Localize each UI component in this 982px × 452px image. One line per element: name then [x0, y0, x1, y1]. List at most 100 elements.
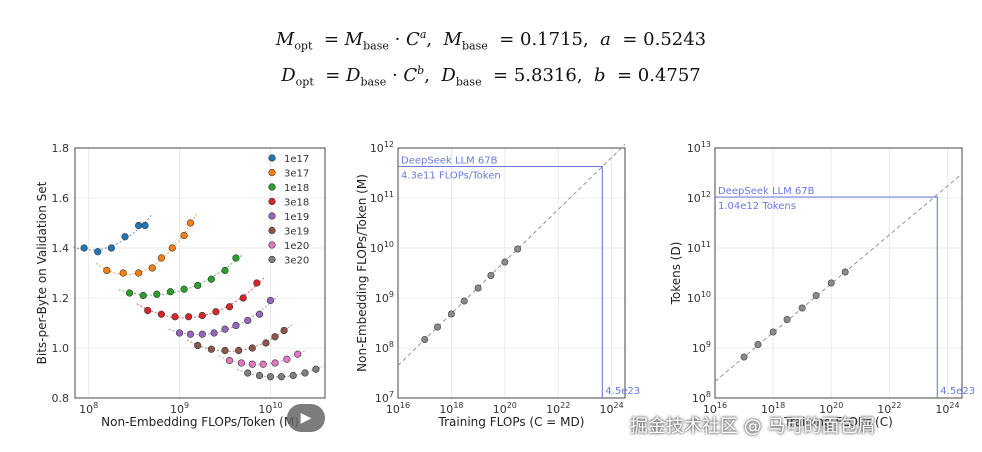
x-tick-label: 1016 — [703, 401, 727, 416]
x-tick-label: 1024 — [935, 401, 959, 416]
y-tick-label: 1013 — [687, 140, 711, 155]
data-point-3e18 — [144, 306, 152, 315]
data-point-3e17 — [180, 231, 188, 240]
data-point — [460, 297, 468, 305]
data-point-3e20 — [244, 369, 252, 377]
data-point — [474, 284, 482, 292]
data-point — [501, 258, 509, 266]
data-point-1e19 — [232, 321, 240, 330]
data-point-3e20 — [277, 373, 285, 381]
data-point-1e19 — [255, 310, 264, 318]
data-point-1e19 — [244, 316, 252, 325]
data-point-1e20 — [237, 359, 245, 367]
formula-m-opt: Mopt = Mbase · Ca, Mbase = 0.1715, a = 0… — [275, 28, 707, 53]
data-point — [487, 271, 495, 279]
data-point-3e17 — [168, 244, 176, 252]
data-point-3e18 — [212, 308, 220, 316]
y-tick-label: 109 — [375, 290, 394, 305]
data-point-1e20 — [283, 355, 291, 363]
data-point-1e18 — [180, 285, 188, 293]
y-tick-label: 109 — [692, 340, 711, 355]
data-point-1e19 — [198, 330, 206, 338]
data-point-3e19 — [207, 345, 215, 353]
data-point-1e17 — [141, 221, 149, 230]
legend-marker-1e20 — [268, 241, 276, 249]
data-point-3e20 — [255, 371, 264, 380]
data-point-3e18 — [198, 311, 206, 320]
data-point-3e18 — [171, 313, 179, 321]
data-point-1e19 — [186, 330, 195, 338]
data-point-3e20 — [301, 369, 309, 377]
data-point-1e19 — [221, 325, 229, 333]
data-point-1e19 — [210, 329, 218, 337]
data-point-1e18 — [207, 275, 215, 283]
y-tick-label: 1.8 — [52, 142, 70, 155]
legend-marker-3e18 — [268, 197, 276, 206]
legend-label-3e17: 3e17 — [284, 169, 309, 180]
data-point-3e19 — [194, 341, 202, 350]
legend-label-1e19: 1e19 — [284, 212, 309, 223]
legend-marker-1e18 — [268, 183, 276, 191]
data-point-1e17 — [121, 233, 129, 241]
data-point — [754, 340, 762, 348]
x-tick-label: 1010 — [258, 401, 282, 416]
legend-marker-3e17 — [268, 168, 276, 177]
data-point-3e17 — [186, 219, 195, 227]
data-point-1e19 — [266, 296, 275, 305]
x-axis-label: Training FLOPs (C) — [783, 415, 893, 429]
data-point-1e19 — [175, 329, 184, 337]
data-point — [421, 335, 429, 343]
data-point — [740, 353, 748, 361]
x-tick-label: 1016 — [386, 401, 410, 416]
data-point-1e20 — [259, 360, 267, 368]
data-point-3e20 — [266, 373, 275, 381]
plot-frame — [74, 147, 326, 399]
data-point-3e19 — [271, 333, 279, 341]
annotation-title: DeepSeek LLM 67B — [718, 186, 815, 197]
plot-frame — [397, 147, 626, 399]
x-tick-label: 1022 — [546, 401, 570, 416]
data-point-1e18 — [139, 291, 147, 300]
legend-marker-1e17 — [268, 154, 276, 162]
plot-frame — [714, 147, 963, 399]
legend-label-3e20: 3e20 — [284, 256, 309, 267]
legend-label-1e17: 1e17 — [284, 154, 309, 165]
y-tick-label: 108 — [375, 340, 394, 355]
y-tick-label: 108 — [692, 390, 711, 405]
data-point-1e18 — [232, 254, 240, 262]
y-tick-label: 1011 — [687, 240, 711, 255]
data-point — [783, 315, 791, 323]
y-tick-label: 0.8 — [52, 392, 70, 405]
data-point — [769, 328, 777, 336]
x-tick-label: 108 — [79, 401, 98, 416]
data-point-3e18 — [225, 303, 234, 311]
x-tick-label: 1024 — [600, 401, 624, 416]
fit-line — [714, 173, 963, 382]
x-tick-label: 1020 — [819, 401, 843, 416]
data-point — [434, 323, 442, 331]
data-point-1e17 — [80, 244, 88, 252]
data-point-3e18 — [239, 294, 247, 302]
data-point-3e17 — [103, 266, 111, 275]
annotation-lines — [715, 196, 938, 398]
y-tick-label: 1010 — [687, 290, 711, 305]
data-point-3e20 — [289, 371, 297, 380]
video-play-button[interactable]: ▶ — [287, 404, 325, 432]
y-axis-label: Bits-per-Byte on Validation Set — [35, 181, 49, 364]
watermark-text: 掘金技术社区 @ 马可的面包屑 — [630, 416, 876, 437]
data-point-3e19 — [262, 339, 270, 347]
data-point-1e18 — [153, 290, 161, 298]
data-point-3e19 — [248, 344, 256, 352]
fit-curve-3e17 — [95, 211, 199, 275]
data-point-1e20 — [248, 360, 256, 368]
y-tick-label: 1.6 — [52, 192, 70, 205]
data-point — [841, 268, 849, 276]
x-tick-label: 1022 — [877, 401, 901, 416]
data-point-1e20 — [271, 359, 279, 367]
legend-marker-3e20 — [268, 255, 276, 264]
y-tick-label: 1012 — [687, 190, 711, 205]
legend-label-3e18: 3e18 — [284, 198, 309, 209]
legend-label-1e18: 1e18 — [284, 183, 309, 194]
